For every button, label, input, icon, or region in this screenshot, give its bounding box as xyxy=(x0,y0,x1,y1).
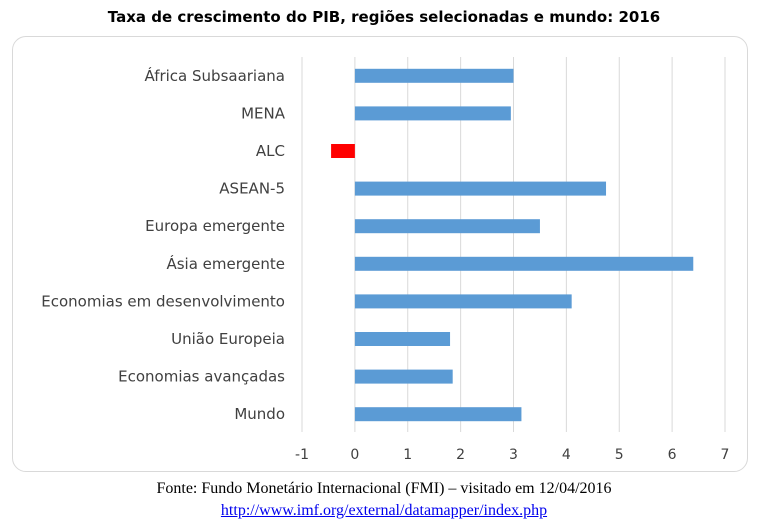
x-tick-labels: -1 0 1 2 3 4 5 6 7 xyxy=(295,447,729,463)
category-label: Mundo xyxy=(234,405,285,423)
x-tick-label: 4 xyxy=(562,447,571,463)
bar xyxy=(354,219,540,234)
x-tick-label: 1 xyxy=(403,447,412,463)
x-tick-label: 2 xyxy=(456,447,465,463)
x-tick-label: 6 xyxy=(668,447,677,463)
bar xyxy=(354,256,694,271)
bar xyxy=(354,68,514,83)
x-tick-label: 5 xyxy=(615,447,624,463)
x-tick-label: 7 xyxy=(721,447,730,463)
source-note: Fonte: Fundo Monetário Internacional (FM… xyxy=(0,478,768,522)
source-link[interactable]: http://www.imf.org/external/datamapper/i… xyxy=(220,502,548,519)
bar xyxy=(354,369,453,384)
category-label: MENA xyxy=(241,104,286,122)
bar xyxy=(331,144,355,158)
bar xyxy=(354,294,572,309)
x-tick-label: 3 xyxy=(509,447,518,463)
source-text: Fonte: Fundo Monetário Internacional (FM… xyxy=(156,480,612,497)
bars xyxy=(331,68,694,422)
category-label: ALC xyxy=(256,142,285,160)
bar xyxy=(354,181,607,196)
category-label: ASEAN-5 xyxy=(219,180,285,198)
category-labels: África Subsaariana MENA ALC ASEAN-5 Europa e… xyxy=(41,66,285,423)
x-tick-label: 0 xyxy=(350,447,359,463)
category-label: África Subsaariana xyxy=(144,66,285,85)
grid-lines xyxy=(301,57,726,432)
x-tick-label: -1 xyxy=(295,447,309,463)
bar xyxy=(354,407,522,422)
chart-frame xyxy=(12,36,748,472)
bar-chart: África Subsaariana MENA ALC ASEAN-5 Europa e… xyxy=(41,57,729,463)
category-label: Economias em desenvolvimento xyxy=(41,292,285,310)
category-label: Economias avançadas xyxy=(118,368,285,386)
category-label: Europa emergente xyxy=(145,217,285,235)
bar xyxy=(354,332,451,346)
bar xyxy=(354,106,511,121)
chart-title: Taxa de crescimento do PIB, regiões sele… xyxy=(107,8,661,26)
category-label: Ásia emergente xyxy=(166,254,285,273)
category-label: União Europeia xyxy=(171,330,285,348)
